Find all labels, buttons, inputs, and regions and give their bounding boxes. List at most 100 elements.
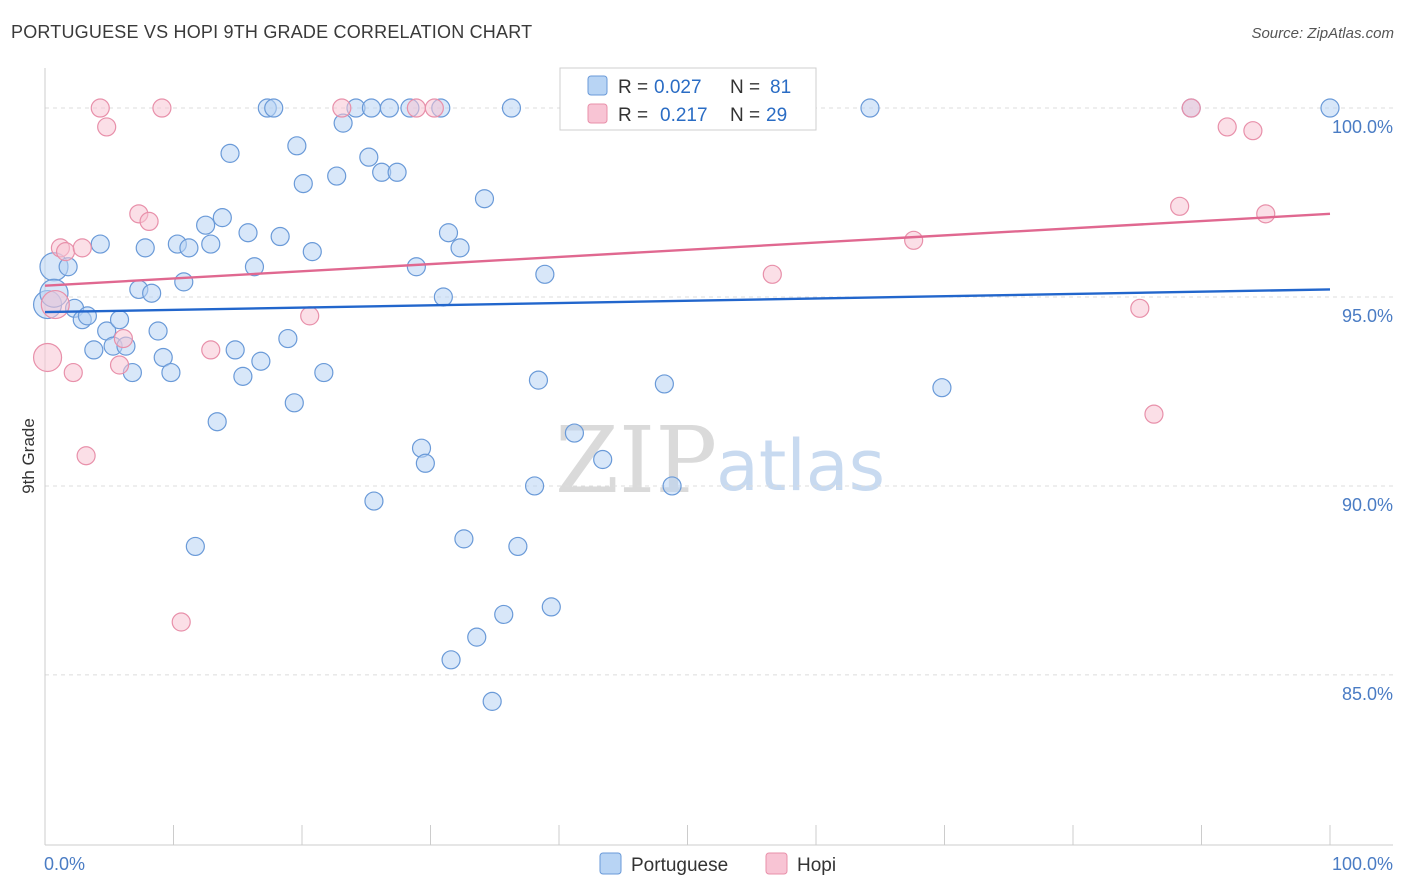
point-portuguese [161, 362, 181, 383]
stats-hopi-n-label: N = [730, 105, 760, 126]
stats-hopi-n-value: 29 [766, 105, 787, 126]
point-portuguese [406, 257, 426, 277]
point-portuguese [524, 476, 545, 496]
point-portuguese [482, 691, 502, 711]
stats-swatch-hopi [587, 103, 608, 124]
point-portuguese [174, 272, 194, 292]
point-portuguese [284, 393, 304, 413]
point-portuguese [251, 351, 271, 371]
y-tick-label: 95.0% [1342, 306, 1393, 326]
point-portuguese [90, 234, 110, 254]
chart-title: PORTUGUESE VS HOPI 9TH GRADE CORRELATION… [11, 22, 533, 42]
point-portuguese [135, 238, 155, 258]
point-portuguese [225, 340, 245, 360]
watermark-zip: ZIP [555, 407, 717, 514]
point-portuguese [278, 328, 298, 349]
point-hopi [55, 242, 76, 262]
point-hopi [1170, 196, 1190, 216]
point-portuguese [454, 529, 474, 549]
point-portuguese [77, 306, 98, 326]
point-hopi [63, 362, 83, 383]
point-portuguese [528, 370, 549, 390]
point-hopi [1144, 404, 1164, 424]
stats-legend: R = 0.027 N = 81 R = 0.217 N = 29 [559, 67, 817, 131]
y-tick-label: 90.0% [1342, 495, 1393, 515]
point-portuguese [438, 223, 459, 243]
x-axis-ticks [44, 825, 1331, 845]
point-hopi [904, 230, 924, 250]
series-hopi-points [32, 98, 1276, 632]
point-portuguese [860, 98, 880, 118]
point-portuguese [433, 287, 453, 307]
point-portuguese [474, 189, 495, 209]
point-portuguese [212, 208, 232, 228]
point-portuguese [467, 627, 487, 647]
point-hopi [1130, 298, 1150, 318]
point-portuguese [932, 378, 952, 398]
watermark: ZIP atlas [555, 407, 885, 514]
point-portuguese [1320, 98, 1340, 118]
stats-hopi-r-value: 0.217 [660, 105, 708, 126]
point-portuguese [302, 242, 322, 262]
point-hopi [424, 98, 444, 118]
point-portuguese [179, 238, 199, 258]
legend-swatch-portuguese [599, 852, 622, 875]
point-portuguese [196, 215, 216, 235]
point-hopi [97, 117, 117, 137]
point-portuguese [293, 174, 313, 194]
legend-label-hopi: Hopi [797, 855, 836, 876]
point-hopi [1217, 117, 1237, 137]
point-hopi [300, 306, 320, 326]
stats-portuguese-r-value: 0.027 [654, 77, 702, 98]
point-portuguese [314, 362, 334, 383]
point-hopi [139, 211, 159, 232]
point-portuguese [142, 283, 162, 303]
source-credit: Source: ZipAtlas.com [1251, 25, 1394, 42]
y-axis-label: 9th Grade [19, 418, 38, 494]
point-portuguese [153, 347, 173, 368]
point-portuguese [359, 147, 379, 167]
point-hopi [109, 355, 130, 375]
point-portuguese [264, 98, 284, 118]
point-portuguese [244, 257, 265, 277]
point-hopi [113, 328, 133, 349]
point-hopi [72, 238, 92, 258]
point-portuguese [84, 340, 104, 360]
y-tick-label: 100.0% [1332, 117, 1393, 137]
point-portuguese [450, 238, 470, 258]
point-portuguese [501, 98, 522, 118]
y-axis-tick-labels: 100.0% 95.0% 90.0% 85.0% [1332, 117, 1393, 704]
point-portuguese [564, 423, 585, 443]
point-hopi [90, 98, 110, 118]
point-portuguese [201, 234, 221, 254]
point-portuguese [593, 449, 613, 470]
series-legend: Portuguese Hopi [599, 852, 836, 876]
point-portuguese [508, 536, 528, 557]
point-portuguese [109, 310, 130, 330]
gridlines [45, 107, 1393, 676]
point-portuguese [207, 412, 227, 432]
point-hopi [152, 98, 172, 118]
x-tick-label-min: 0.0% [44, 854, 85, 874]
point-portuguese [494, 604, 514, 625]
point-portuguese [361, 98, 381, 118]
point-hopi [171, 612, 191, 632]
point-portuguese [233, 366, 253, 386]
point-portuguese [270, 226, 290, 247]
point-hopi [40, 289, 70, 320]
point-portuguese [654, 374, 674, 394]
point-hopi [1243, 121, 1263, 141]
point-portuguese [364, 491, 384, 511]
point-hopi [1181, 98, 1201, 118]
point-portuguese [287, 136, 307, 156]
watermark-atlas: atlas [716, 425, 885, 507]
point-hopi [1256, 204, 1276, 224]
point-portuguese [662, 476, 682, 496]
trend-line-hopi [44, 212, 1331, 287]
point-portuguese [535, 264, 555, 284]
point-portuguese [148, 321, 168, 341]
trend-line-portuguese [44, 288, 1331, 314]
x-tick-label-max: 100.0% [1332, 854, 1393, 874]
stats-portuguese-r-label: R = [618, 77, 648, 98]
point-portuguese [387, 162, 407, 182]
